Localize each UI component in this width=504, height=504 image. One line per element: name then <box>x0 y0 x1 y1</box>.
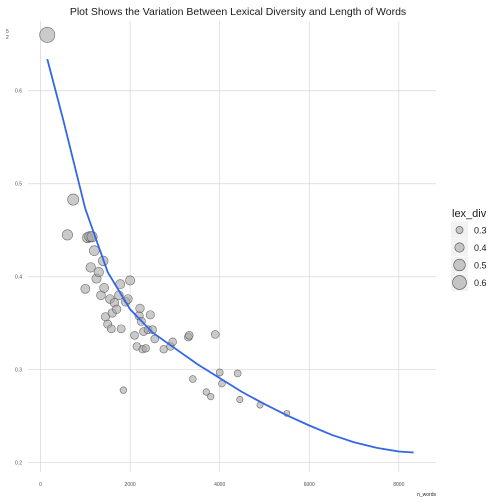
data-points <box>39 27 291 417</box>
chart-title: Plot Shows the Variation Between Lexical… <box>70 6 406 18</box>
legend-key-symbol <box>455 226 464 234</box>
legend-key-symbol <box>454 242 465 253</box>
y-tick-label: 0.3 <box>15 368 22 374</box>
data-point <box>116 324 126 334</box>
y-tick-label: 0.4 <box>15 275 22 281</box>
y-tick-label: 0.2 <box>15 461 22 467</box>
y-top-label-2: 2 <box>6 35 9 41</box>
data-point <box>125 275 136 286</box>
data-point <box>215 368 224 377</box>
data-point <box>145 310 155 320</box>
smooth-trend-line <box>46 58 414 454</box>
x-axis-label: n_words <box>417 492 436 498</box>
y-tick-label: 0.6 <box>15 89 22 95</box>
data-point <box>61 229 73 241</box>
x-tick-label: 8000 <box>393 482 404 488</box>
x-tick-label: 6000 <box>304 482 315 488</box>
data-point <box>207 393 215 401</box>
legend-key-symbol <box>452 275 467 290</box>
data-point <box>189 375 197 383</box>
data-point <box>233 369 242 378</box>
legend-label: 0.6 <box>474 278 487 288</box>
y-top-label-1: 5 <box>6 29 9 35</box>
legend: lex_div 0.3 0.4 0.5 0.6 <box>451 208 487 291</box>
legend-label: 0.5 <box>474 261 487 271</box>
data-point <box>67 193 80 206</box>
x-axis-tick-labels: 0 2000 4000 6000 8000 <box>39 482 404 488</box>
x-tick-label: 2000 <box>125 482 136 488</box>
data-point <box>135 303 145 313</box>
y-tick-label: 0.5 <box>15 182 22 188</box>
data-point <box>202 388 210 396</box>
data-point <box>39 27 56 43</box>
legend-title: lex_div <box>452 208 487 220</box>
data-point <box>106 324 116 334</box>
data-point <box>119 386 128 394</box>
grid-lines <box>28 21 436 472</box>
data-point <box>141 344 150 353</box>
legend-key-symbol <box>453 258 466 272</box>
data-point <box>184 331 194 340</box>
data-point <box>210 330 220 339</box>
legend-label: 0.3 <box>474 226 487 236</box>
data-point <box>93 267 104 278</box>
x-tick-label: 0 <box>39 482 42 488</box>
plot-panel <box>28 21 436 472</box>
data-point <box>236 395 244 403</box>
data-point <box>88 245 100 256</box>
data-point <box>148 325 157 335</box>
y-axis-tick-labels: 0.2 0.3 0.4 0.5 0.6 <box>15 89 22 467</box>
legend-label: 0.4 <box>474 243 487 253</box>
data-point <box>85 262 96 273</box>
data-point <box>99 283 109 293</box>
data-point <box>130 331 139 340</box>
data-point <box>112 304 122 314</box>
data-point <box>80 283 91 294</box>
x-tick-label: 4000 <box>214 482 225 488</box>
